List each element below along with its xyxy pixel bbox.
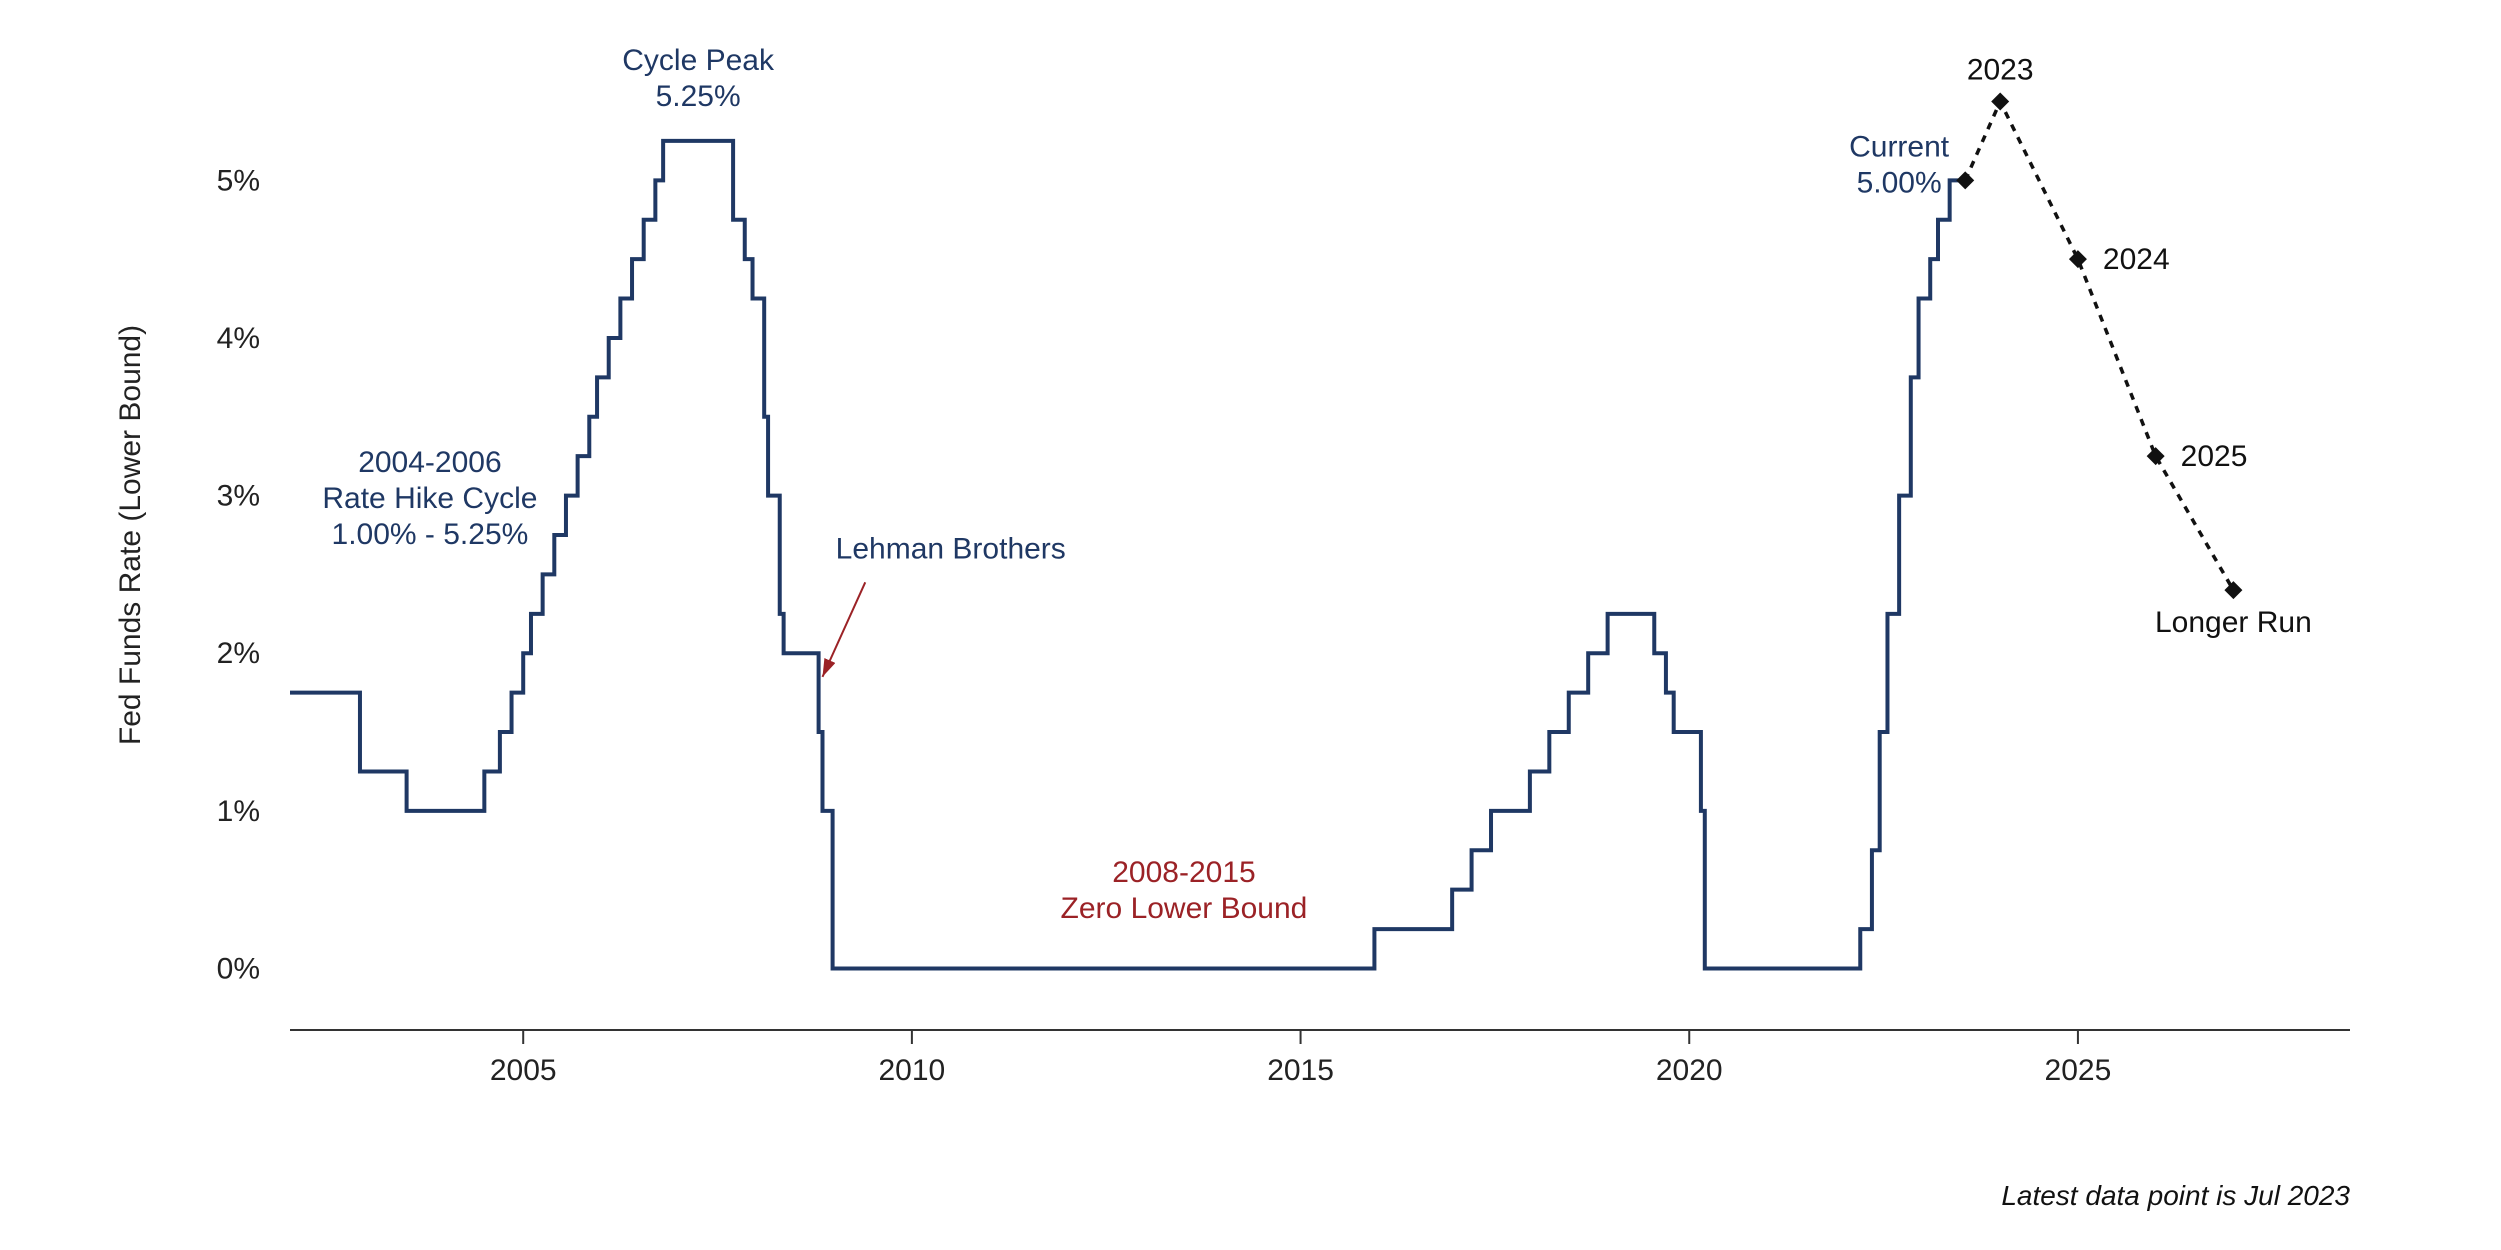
x-tick-label: 2010 <box>879 1054 946 1087</box>
y-tick-label: 4% <box>217 322 260 355</box>
y-tick-label: 5% <box>217 164 260 197</box>
y-tick-label: 1% <box>217 795 260 828</box>
y-axis-label: Fed Funds Rate (Lower Bound) <box>114 325 147 745</box>
annotation-lehman-label: Lehman Brothers <box>836 533 1066 566</box>
footer-note: Latest data point is Jul 2023 <box>2001 1180 2350 1211</box>
chart-container: 2005 2010 2015 2020 2025 0% 1% 2% 3% 4% 5% Fed Fund… <box>0 0 2501 1250</box>
x-tick-label: 2020 <box>1656 1054 1723 1087</box>
chart-bg <box>0 0 2501 1250</box>
y-tick-label: 0% <box>217 952 260 985</box>
x-tick-label: 2005 <box>490 1054 557 1087</box>
projection-label: 2023 <box>1967 54 2034 87</box>
x-tick-label: 2015 <box>1267 1054 1334 1087</box>
projection-label: 2025 <box>2181 440 2248 473</box>
projection-label: 2024 <box>2103 243 2170 276</box>
projection-label: Longer Run <box>2155 606 2312 639</box>
fed-funds-chart: 2005 2010 2015 2020 2025 0% 1% 2% 3% 4% 5% Fed Fund… <box>0 0 2501 1250</box>
y-tick-label: 2% <box>217 637 260 670</box>
y-tick-label: 3% <box>217 480 260 513</box>
x-tick-label: 2025 <box>2045 1054 2112 1087</box>
